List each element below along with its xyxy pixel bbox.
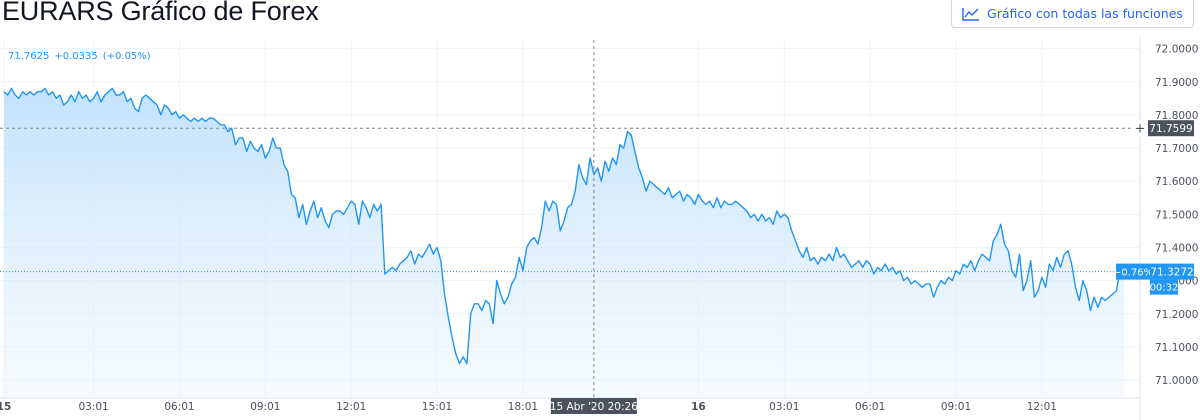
full-chart-button[interactable]: Gráfico con todas las funciones [951,0,1194,28]
time-tick-label: 06:01 [164,401,194,413]
time-tick-label: 16 [691,401,706,413]
time-tick-label: 09:01 [250,401,280,413]
last-price-label-bg [1150,263,1194,280]
page-title: EURARS Gráfico de Forex [2,0,319,26]
price-tick-label: 71.5000 [1155,209,1198,221]
time-tick-label: 03:01 [769,401,799,413]
price-tick-label: 71.8000 [1155,110,1198,122]
price-line [3,87,1125,365]
legend-last: 71.7625 [8,51,50,62]
last-change-bg [1116,263,1150,280]
ohlc-legend: 71.7625 +0.0335 (+0.05%) [8,51,156,62]
price-tick-label: 72.0000 [1155,44,1198,56]
last-change-label: −0.76% [1113,268,1153,279]
legend-change-pct: (+0.05%) [102,51,151,62]
crosshair [0,40,1140,398]
plus-icon: + [1135,122,1146,137]
axis-labels: +71.7599 15 Abr '20 20:26 −0.76%71.3272 00:… [550,120,1194,414]
price-tick-label: 71.6000 [1155,176,1198,188]
price-tick-label: 71.0000 [1155,375,1198,387]
price-tick-label: 71.7000 [1155,143,1198,155]
time-tick-label: 18:01 [508,401,538,413]
time-axis: 15 03:01 06:01 09:01 12:01 15:01 18:01 16 03:01 0… [0,401,1057,413]
price-tick-label: 71.2000 [1155,309,1198,321]
crosshair-price-label-bg [1148,120,1194,137]
price-tick-label: 71.4000 [1155,242,1198,254]
crosshair-price-label: 71.7599 [1149,123,1192,135]
price-tick-label: 71.1000 [1155,342,1198,354]
crosshair-plus-bg [1134,120,1146,137]
price-axis: 72.0000 71.9000 71.8000 71.7000 71.6000 71.50… [1155,44,1198,387]
countdown-bg [1150,279,1178,295]
time-tick-label: 03:01 [78,401,108,413]
time-tick-label: 15 [0,401,11,413]
time-tick-label: 12:01 [1027,401,1057,413]
full-chart-label: Gráfico con todas las funciones [987,6,1183,21]
time-tick-label: 09:01 [941,401,971,413]
countdown-label: 00:32 [1150,283,1179,294]
time-tick-label: 15:01 [422,401,452,413]
crosshair-time-label-bg [550,398,637,414]
time-tick-label: 12:01 [336,401,366,413]
last-price-label: 71.3272 [1150,267,1193,279]
legend-change: +0.0335 [54,51,98,62]
price-tick-label: 71.9000 [1155,77,1198,89]
crosshair-time-label: 15 Abr '20 20:26 [550,401,638,413]
chart-line-icon [962,7,980,21]
time-tick-label: 06:01 [855,401,885,413]
